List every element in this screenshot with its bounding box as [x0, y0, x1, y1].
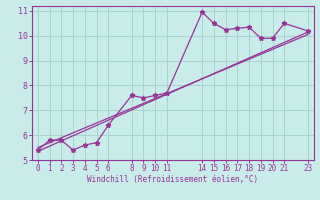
X-axis label: Windchill (Refroidissement éolien,°C): Windchill (Refroidissement éolien,°C) [87, 175, 258, 184]
